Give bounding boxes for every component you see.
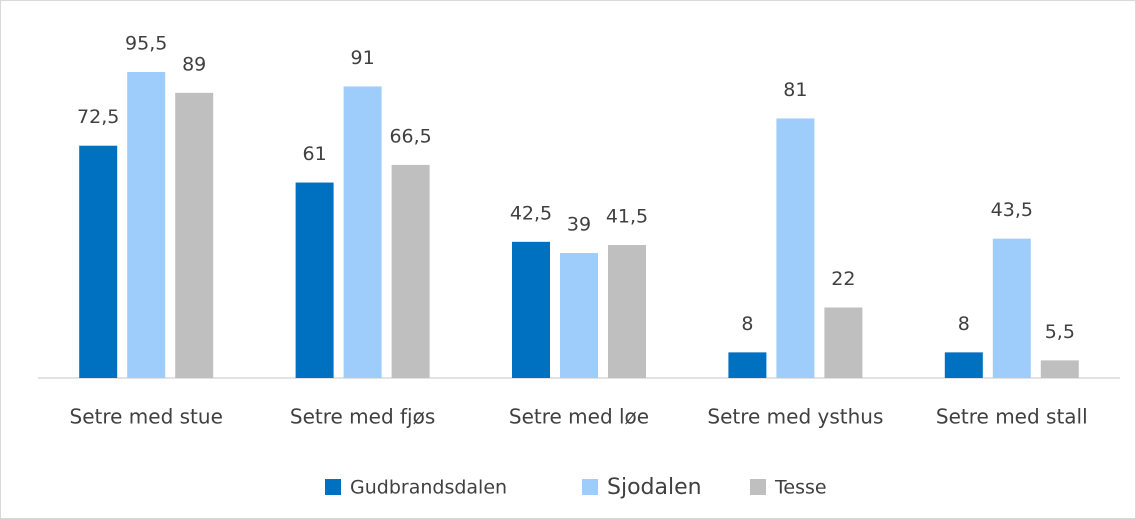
bar	[512, 241, 550, 378]
bar	[127, 72, 166, 378]
x-tick-label: Setre med stall	[936, 405, 1088, 429]
bar	[175, 92, 214, 379]
legend-label: Sjodalen	[607, 475, 702, 500]
data-label: 89	[182, 53, 206, 75]
data-label: 61	[303, 143, 327, 165]
data-label: 8	[958, 313, 970, 335]
legend-label: Gudbrandsdalen	[350, 477, 507, 499]
bar	[824, 307, 863, 378]
data-label: 43,5	[991, 199, 1033, 221]
bar	[1040, 360, 1079, 378]
legend-swatch	[325, 479, 341, 495]
data-label: 72,5	[77, 106, 119, 128]
bar	[343, 86, 382, 378]
data-label: 91	[351, 47, 375, 69]
data-label: 81	[783, 79, 807, 101]
legend-label: Tesse	[774, 477, 827, 499]
bar	[992, 238, 1031, 378]
x-tick-label: Setre med løe	[509, 405, 649, 429]
bar	[79, 145, 118, 378]
legend-swatch	[750, 479, 766, 495]
x-tick-label: Setre med fjøs	[290, 405, 435, 429]
x-tick-label: Setre med stue	[70, 405, 223, 429]
bar	[776, 118, 815, 379]
data-label: 66,5	[389, 125, 431, 147]
data-label: 41,5	[606, 206, 648, 228]
data-label: 22	[831, 268, 855, 290]
data-label: 5,5	[1045, 321, 1075, 343]
data-label: 95,5	[125, 33, 167, 55]
bar	[391, 164, 430, 378]
bar	[560, 253, 598, 378]
legend-swatch	[582, 479, 598, 495]
bar	[295, 182, 334, 378]
data-label: 39	[567, 214, 591, 236]
x-tick-label: Setre med ysthus	[707, 405, 883, 429]
bar	[944, 352, 983, 378]
bar	[728, 352, 767, 378]
data-label: 42,5	[510, 202, 552, 224]
data-label: 8	[741, 313, 753, 335]
bar	[608, 245, 646, 378]
